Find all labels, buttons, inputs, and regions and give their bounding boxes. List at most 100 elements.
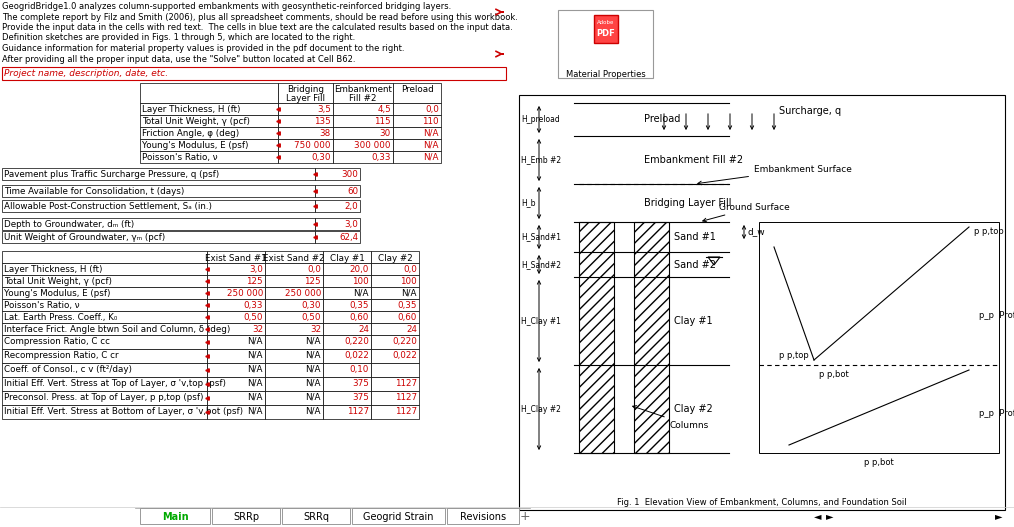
Text: N/A: N/A	[247, 337, 263, 346]
Text: Bridging: Bridging	[287, 85, 324, 94]
Bar	[207, 363, 265, 377]
Bar	[265, 405, 323, 419]
Bar	[2, 287, 207, 299]
Bar	[207, 287, 265, 299]
Text: Initial Eff. Vert. Stress at Bottom of Layer, σ 'v,bot (psf): Initial Eff. Vert. Stress at Bottom of L…	[4, 407, 243, 416]
Bar	[265, 299, 323, 311]
Text: 3,5: 3,5	[317, 105, 331, 114]
Text: 0,10: 0,10	[350, 365, 369, 374]
Bar	[2, 200, 315, 212]
Text: Columns: Columns	[633, 406, 708, 430]
Bar	[207, 311, 265, 323]
Bar	[315, 185, 360, 197]
Text: Bridging Layer Fill: Bridging Layer Fill	[644, 198, 731, 208]
Bar	[2, 363, 207, 377]
Bar	[323, 311, 371, 323]
Text: Embankment Surface: Embankment Surface	[698, 164, 852, 185]
Bar	[265, 275, 323, 287]
Text: H_Clay #2: H_Clay #2	[521, 405, 561, 414]
Bar	[323, 377, 371, 391]
Text: Layer Thickness, H (ft): Layer Thickness, H (ft)	[142, 105, 240, 114]
Bar	[371, 335, 419, 349]
Text: 0,35: 0,35	[397, 301, 417, 310]
Text: 125: 125	[246, 277, 263, 286]
Text: 0,50: 0,50	[301, 313, 321, 322]
Bar	[278, 139, 333, 151]
Bar	[2, 391, 207, 405]
Bar	[759, 222, 999, 453]
Bar	[207, 405, 265, 419]
Bar	[323, 323, 371, 335]
Text: Embankment Fill #2: Embankment Fill #2	[644, 155, 743, 165]
Bar	[207, 299, 265, 311]
Text: 0,022: 0,022	[392, 351, 417, 360]
Text: p p,bot: p p,bot	[819, 370, 849, 379]
Text: Material Properties: Material Properties	[566, 70, 645, 79]
Text: 250 000: 250 000	[226, 289, 263, 298]
Bar	[265, 349, 323, 363]
Bar	[323, 335, 371, 349]
Text: 125: 125	[304, 277, 321, 286]
Bar	[393, 139, 441, 151]
Bar	[333, 115, 393, 127]
Text: Poisson's Ratio, ν: Poisson's Ratio, ν	[142, 153, 218, 162]
Text: 0,33: 0,33	[371, 153, 391, 162]
Bar	[323, 275, 371, 287]
Text: H_b: H_b	[521, 199, 535, 208]
Text: Initial Eff. Vert. Stress at Top of Layer, σ 'v,top (psf): Initial Eff. Vert. Stress at Top of Laye…	[4, 379, 226, 388]
Bar	[593, 15, 618, 43]
Text: N/A: N/A	[354, 289, 369, 298]
Bar	[634, 222, 669, 453]
Bar	[323, 299, 371, 311]
Bar	[2, 299, 207, 311]
Bar	[2, 168, 315, 180]
Text: Preconsol. Press. at Top of Layer, p p,top (psf): Preconsol. Press. at Top of Layer, p p,t…	[4, 393, 204, 402]
Text: N/A: N/A	[305, 407, 321, 416]
Bar	[2, 263, 207, 275]
Bar	[371, 363, 419, 377]
Bar	[371, 287, 419, 299]
Text: Clay #2: Clay #2	[377, 254, 413, 263]
Text: 0,0: 0,0	[307, 265, 321, 274]
Text: 0,0: 0,0	[404, 265, 417, 274]
Bar	[371, 391, 419, 405]
Bar	[207, 263, 265, 275]
Bar	[371, 251, 419, 263]
Text: N/A: N/A	[247, 407, 263, 416]
Text: 250 000: 250 000	[285, 289, 321, 298]
Bar	[2, 231, 315, 243]
Text: Surcharge, q: Surcharge, q	[779, 106, 842, 116]
Text: H_Sand#2: H_Sand#2	[521, 260, 561, 269]
Text: p_p  Profile for Clay #1: p_p Profile for Clay #1	[979, 311, 1014, 320]
Bar	[278, 103, 333, 115]
Text: Depth to Groundwater, dₘ (ft): Depth to Groundwater, dₘ (ft)	[4, 220, 134, 229]
Text: Interface Frict. Angle btwn Soil and Column, δ (deg): Interface Frict. Angle btwn Soil and Col…	[4, 325, 230, 334]
Text: Clay #1: Clay #1	[330, 254, 364, 263]
Text: Project name, description, date, etc.: Project name, description, date, etc.	[4, 69, 168, 78]
Text: 0,30: 0,30	[301, 301, 321, 310]
Text: H_Emb #2: H_Emb #2	[521, 155, 561, 164]
Text: After providing all the proper input data, use the "Solve" button located at Cel: After providing all the proper input dat…	[2, 54, 356, 63]
Text: 1127: 1127	[394, 393, 417, 402]
Bar	[371, 275, 419, 287]
Text: Lat. Earth Press. Coeff., K₀: Lat. Earth Press. Coeff., K₀	[4, 313, 118, 322]
Bar	[315, 231, 360, 243]
Text: p p,top: p p,top	[779, 350, 809, 359]
Bar	[447, 508, 519, 524]
Text: Geogrid Strain: Geogrid Strain	[363, 512, 434, 522]
Bar	[2, 218, 315, 230]
Bar	[333, 103, 393, 115]
Text: Layer Fill: Layer Fill	[286, 94, 325, 103]
Bar	[207, 251, 265, 263]
Bar	[2, 67, 506, 80]
Text: Layer Thickness, H (ft): Layer Thickness, H (ft)	[4, 265, 102, 274]
Bar	[140, 139, 278, 151]
Bar	[315, 218, 360, 230]
Text: Preload: Preload	[401, 85, 433, 94]
Bar	[323, 287, 371, 299]
Bar	[393, 103, 441, 115]
Text: Young's Modulus, E (psf): Young's Modulus, E (psf)	[4, 289, 111, 298]
Text: 4,5: 4,5	[377, 105, 391, 114]
Text: p_p  Profile for Clay#2: p_p Profile for Clay#2	[979, 409, 1014, 418]
Bar	[315, 168, 360, 180]
